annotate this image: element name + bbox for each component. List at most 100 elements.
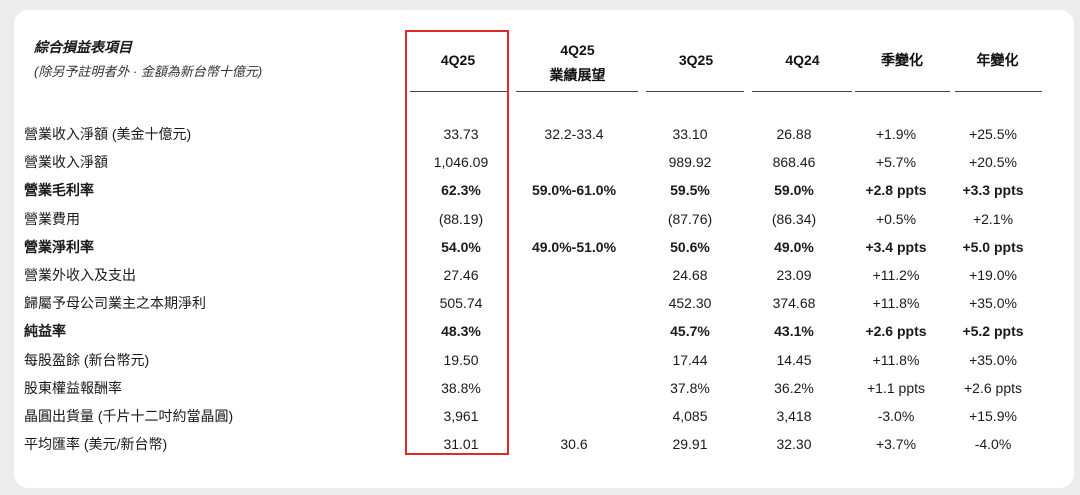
table-cell: 19.50 — [443, 351, 479, 368]
table-cell: 59.0% — [774, 182, 814, 199]
table-cell: 29.91 — [672, 436, 708, 453]
table-cell: (86.34) — [771, 210, 817, 227]
column-header-qoq: 季變化 — [881, 52, 923, 68]
table-cell: 17.44 — [672, 351, 708, 368]
table-subtitle: (除另予註明者外 · 金額為新台幣十億元) — [34, 64, 263, 79]
table-cell: +3.4 ppts — [865, 238, 927, 255]
table-cell: 868.46 — [772, 154, 816, 171]
table-cell: -4.0% — [974, 436, 1012, 453]
row-label: 營業收入淨額 — [24, 154, 108, 171]
table-cell: +5.7% — [875, 154, 917, 171]
table-cell: 3,418 — [776, 407, 812, 424]
header-rule — [752, 91, 852, 92]
table-cell: -3.0% — [877, 407, 915, 424]
table-cell — [510, 374, 638, 402]
table-cell: +2.8 ppts — [865, 182, 927, 199]
row-label: 營業費用 — [24, 210, 80, 227]
table-cell — [510, 148, 638, 176]
column-header-yoy: 年變化 — [976, 52, 1019, 68]
header-rule — [855, 91, 950, 92]
header-rule — [646, 91, 744, 92]
income-statement-table: 營業收入淨額 (美金十億元) 33.73 32.2-33.4 33.10 26.88 +1… — [24, 120, 1040, 458]
table-cell: +3.7% — [875, 436, 917, 453]
table-row: 營業外收入及支出 27.46 24.68 23.09 +11.2% +19.0% — [24, 261, 1040, 289]
column-header-3q25: 3Q25 — [678, 52, 714, 68]
table-cell: +1.9% — [875, 126, 917, 143]
table-row: 每股盈餘 (新台幣元) 19.50 17.44 14.45 +11.8% +35.0% — [24, 346, 1040, 374]
table-cell: 31.01 — [443, 436, 479, 453]
table-cell: +25.5% — [969, 126, 1017, 143]
table-cell: 43.1% — [774, 323, 814, 340]
table-cell — [510, 402, 638, 430]
table-cell: +2.6 ppts — [964, 379, 1022, 396]
table-row: 純益率 48.3% 45.7% 43.1% +2.6 ppts +5.2 ppts — [24, 317, 1040, 345]
row-label: 股東權益報酬率 — [24, 379, 122, 396]
table-cell: 50.6% — [670, 238, 710, 255]
header-rule — [410, 91, 508, 92]
table-cell: 32.2-33.4 — [544, 126, 604, 143]
table-cell — [510, 289, 638, 317]
table-cell: 26.88 — [776, 126, 812, 143]
table-cell: 49.0% — [774, 238, 814, 255]
row-label: 純益率 — [24, 323, 66, 340]
row-label: 營業淨利率 — [24, 238, 94, 255]
table-cell: +15.9% — [969, 407, 1017, 424]
table-cell — [510, 261, 638, 289]
column-header-4q25-guidance: 4Q25 業績展望 — [549, 42, 606, 83]
header-rule — [955, 91, 1042, 92]
table-cell: +11.2% — [872, 267, 920, 284]
table-cell: +0.5% — [875, 210, 917, 227]
table-cell: +2.1% — [972, 210, 1014, 227]
table-cell: +5.0 ppts — [962, 238, 1024, 255]
table-cell: +3.3 ppts — [962, 182, 1024, 199]
table-cell: 37.8% — [670, 379, 710, 396]
table-cell: 59.0%-61.0% — [531, 182, 617, 199]
table-cell: 45.7% — [670, 323, 710, 340]
table-cell: +35.0% — [969, 351, 1017, 368]
table-row: 營業費用 (88.19) (87.76) (86.34) +0.5% +2.1% — [24, 205, 1040, 233]
table-cell: 14.45 — [776, 351, 812, 368]
header-rule — [516, 91, 638, 92]
table-cell: 989.92 — [668, 154, 712, 171]
table-cell: +20.5% — [969, 154, 1017, 171]
table-cell: 54.0% — [441, 238, 481, 255]
table-cell: 505.74 — [439, 295, 483, 312]
row-label: 營業收入淨額 (美金十億元) — [24, 126, 192, 143]
table-cell: 374.68 — [772, 295, 816, 312]
table-cell: 36.2% — [774, 379, 814, 396]
table-cell: 38.8% — [441, 379, 481, 396]
table-cell: 1,046.09 — [433, 154, 489, 171]
table-row: 營業毛利率 62.3% 59.0%-61.0% 59.5% 59.0% +2.8 ppts… — [24, 176, 1040, 204]
table-cell: 30.6 — [560, 436, 588, 453]
row-label: 歸屬予母公司業主之本期淨利 — [24, 295, 206, 312]
table-cell: +1.1 ppts — [867, 379, 925, 396]
row-label: 每股盈餘 (新台幣元) — [24, 351, 150, 368]
table-row: 營業收入淨額 (美金十億元) 33.73 32.2-33.4 33.10 26.88 +1… — [24, 120, 1040, 148]
table-cell: 4,085 — [672, 407, 708, 424]
table-row: 晶圓出貨量 (千片十二吋約當晶圓) 3,961 4,085 3,418 -3.0% +15… — [24, 402, 1040, 430]
table-title: 綜合損益表項目 — [34, 39, 132, 55]
table-cell: +2.6 ppts — [865, 323, 927, 340]
table-cell: 23.09 — [776, 267, 812, 284]
table-cell — [510, 205, 638, 233]
table-cell: 33.73 — [443, 126, 479, 143]
table-cell: (87.76) — [667, 210, 713, 227]
table-cell: +35.0% — [969, 295, 1017, 312]
row-label: 營業毛利率 — [24, 182, 94, 199]
column-header-4q24: 4Q24 — [785, 52, 820, 68]
table-cell: 59.5% — [670, 182, 710, 199]
table-cell: +5.2 ppts — [962, 323, 1024, 340]
table-cell: 33.10 — [672, 126, 708, 143]
table-cell: 24.68 — [672, 267, 708, 284]
table-row: 營業淨利率 54.0% 49.0%-51.0% 50.6% 49.0% +3.4 ppts… — [24, 233, 1040, 261]
table-card — [14, 10, 1074, 488]
table-row: 平均匯率 (美元/新台幣) 31.01 30.6 29.91 32.30 +3.7% -4.… — [24, 430, 1040, 458]
table-cell: +19.0% — [969, 267, 1017, 284]
table-cell: +11.8% — [872, 351, 920, 368]
table-cell — [510, 317, 638, 345]
row-label: 晶圓出貨量 (千片十二吋約當晶圓) — [24, 407, 234, 424]
table-row: 歸屬予母公司業主之本期淨利 505.74 452.30 374.68 +11.8% +35… — [24, 289, 1040, 317]
table-cell: (88.19) — [438, 210, 484, 227]
row-label: 平均匯率 (美元/新台幣) — [24, 436, 168, 453]
table-cell: +11.8% — [872, 295, 920, 312]
